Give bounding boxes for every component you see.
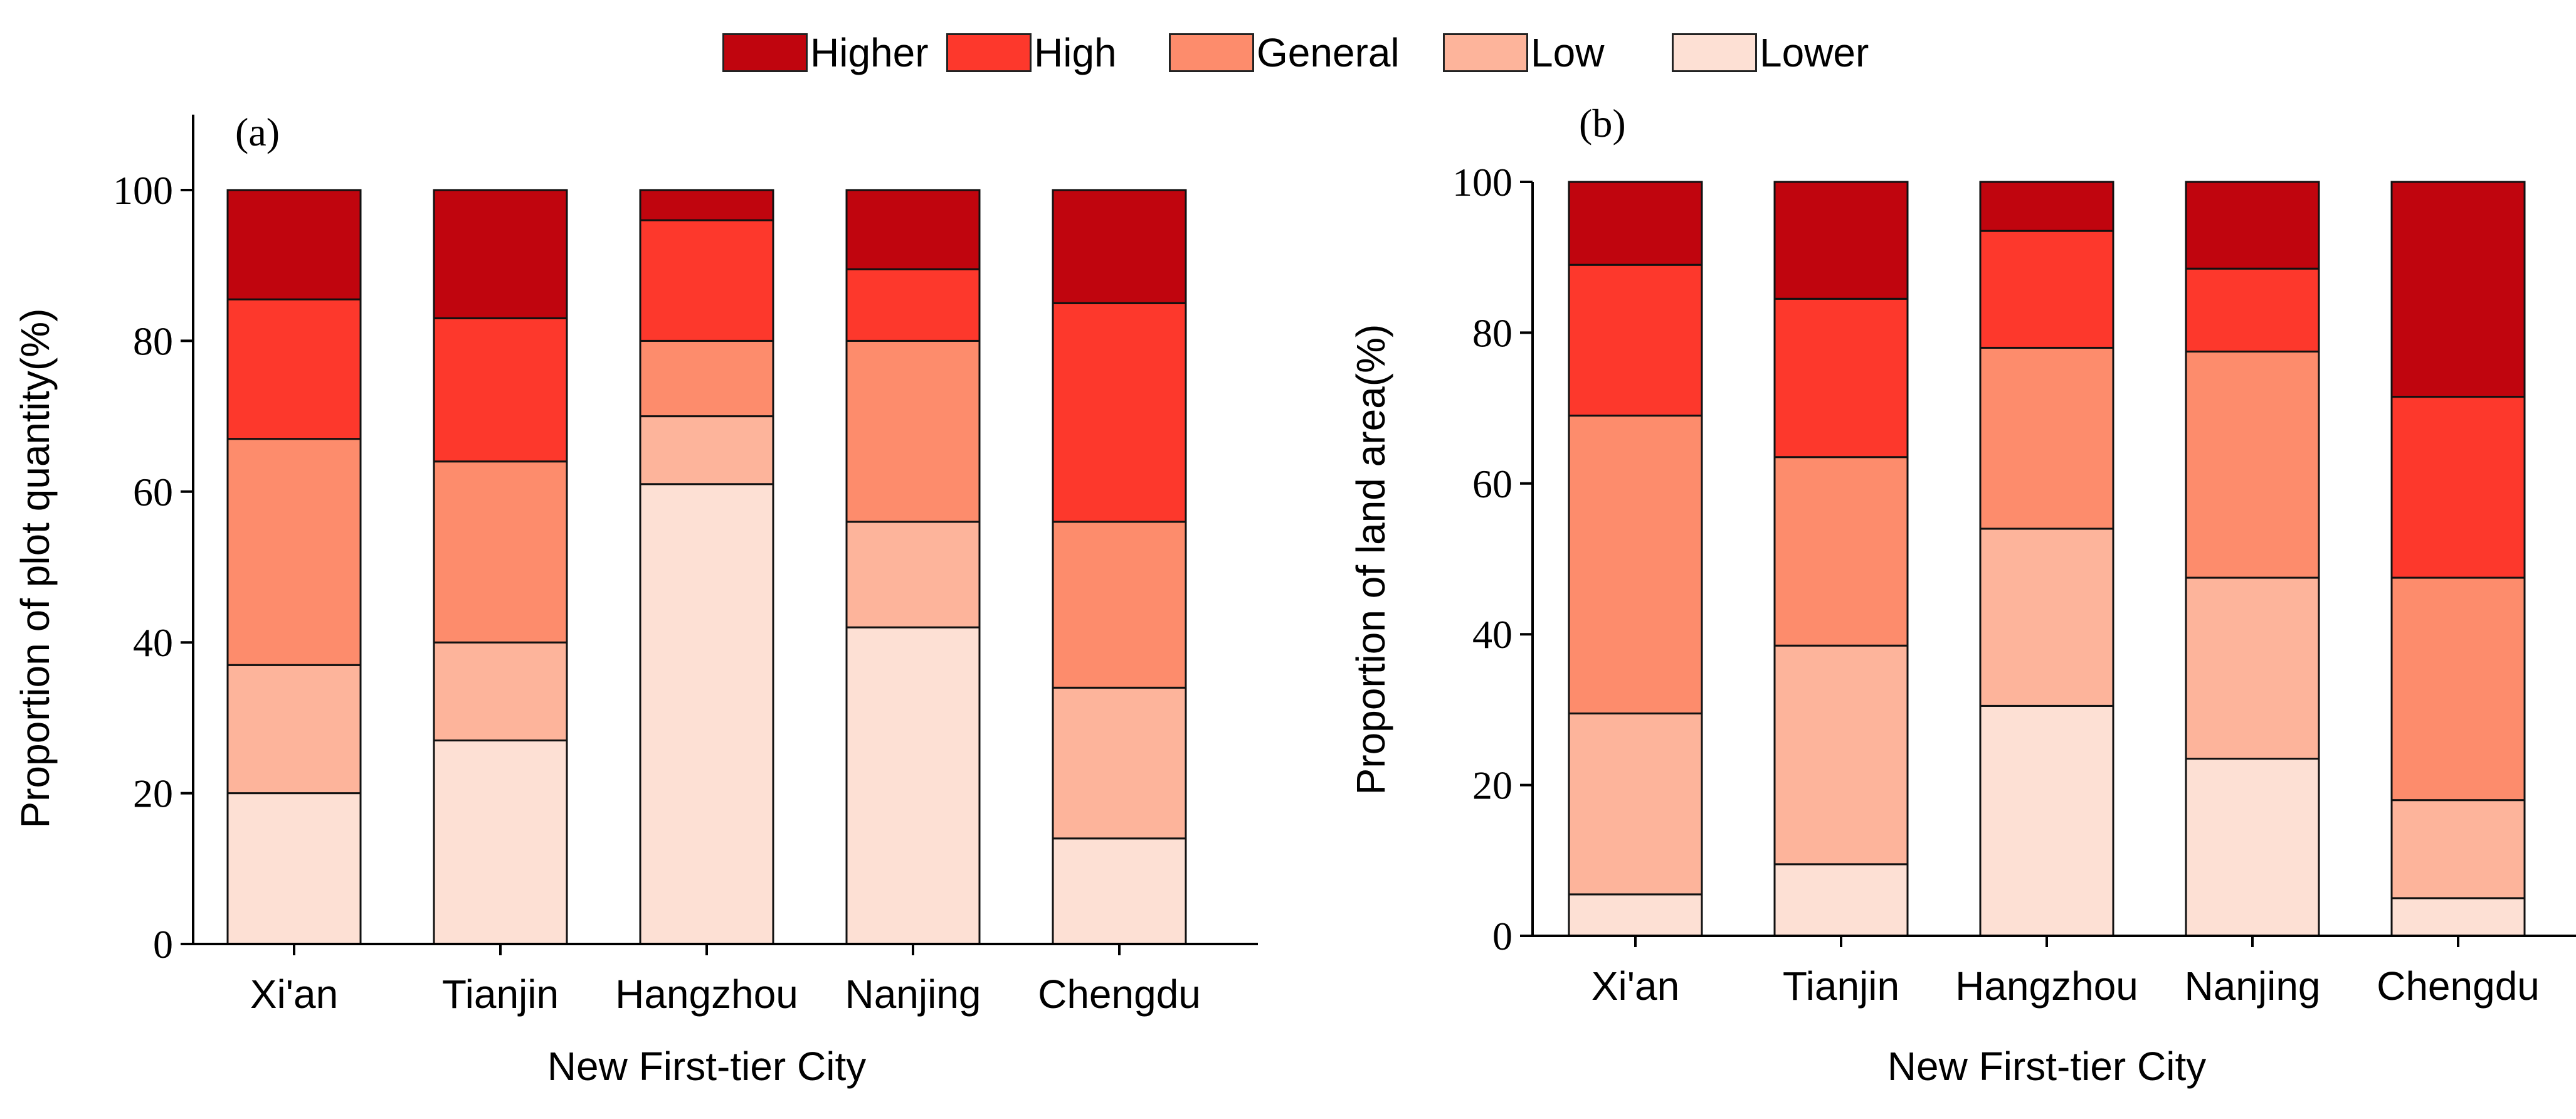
legend-item-general: General — [1169, 33, 1400, 73]
bar-segment-a-hangzhou-general — [639, 339, 774, 418]
bar-segment-b-hangzhou-high — [1979, 230, 2114, 349]
bar-segment-a-nanjing-general — [845, 339, 981, 523]
legend-swatch-lower — [1672, 33, 1757, 72]
bar-segment-b-chengdu-higher — [2390, 181, 2526, 398]
legend-label-higher: Higher — [810, 30, 929, 75]
x-axis-title-a: New First-tier City — [547, 1044, 866, 1089]
y-tick-label-b-100: 100 — [1452, 160, 1512, 204]
legend-swatch-general — [1169, 33, 1254, 72]
x-tick-label-b-xi-an: Xi'an — [1592, 963, 1679, 1009]
y-tick-label-b-0: 0 — [1492, 914, 1512, 958]
bar-segment-b-xi-an-higher — [1568, 181, 1703, 266]
x-tick-label-a-chengdu: Chengdu — [1038, 972, 1201, 1017]
bar-segment-a-tianjin-high — [433, 317, 568, 463]
y-axis-title-b: Proportion of land area(%) — [1348, 324, 1393, 795]
y-tick-label-a-40: 40 — [133, 620, 173, 665]
bar-segment-b-hangzhou-higher — [1979, 181, 2114, 232]
x-tick-label-b-nanjing: Nanjing — [2184, 963, 2320, 1009]
x-tick-label-a-xi-an: Xi'an — [250, 972, 338, 1017]
bar-segment-a-xi-an-lower — [226, 792, 362, 945]
legend-label-low: Low — [1531, 30, 1605, 75]
bar-segment-a-chengdu-lower — [1052, 837, 1187, 945]
y-tick-label-a-20: 20 — [133, 772, 173, 816]
bar-segment-b-xi-an-high — [1568, 263, 1703, 417]
legend-label-general: General — [1257, 30, 1400, 75]
bar-segment-a-tianjin-higher — [433, 189, 568, 319]
y-tick-label-a-80: 80 — [133, 319, 173, 363]
y-tick-label-a-0: 0 — [153, 922, 173, 967]
x-tick-label-b-chengdu: Chengdu — [2377, 963, 2540, 1009]
bar-segment-b-xi-an-low — [1568, 712, 1703, 896]
bar-segment-b-nanjing-low — [2185, 576, 2320, 760]
bar-segment-a-nanjing-high — [845, 268, 981, 342]
bar-segment-a-chengdu-general — [1052, 521, 1187, 689]
legend-swatch-higher — [722, 33, 808, 72]
legend: Higher High General Low Lower — [0, 0, 2576, 94]
bar-segment-b-tianjin-higher — [1773, 181, 1909, 300]
bar-segment-b-xi-an-lower — [1568, 893, 1703, 937]
bar-segment-a-tianjin-lower — [433, 739, 568, 945]
bar-segment-b-chengdu-general — [2390, 576, 2526, 802]
bar-segment-a-hangzhou-high — [639, 219, 774, 342]
x-tick-label-b-tianjin: Tianjin — [1783, 963, 1899, 1009]
bar-segment-a-xi-an-low — [226, 664, 362, 795]
bar-segment-b-nanjing-higher — [2185, 181, 2320, 270]
bar-segment-b-tianjin-high — [1773, 297, 1909, 459]
bar-segment-b-hangzhou-general — [1979, 346, 2114, 530]
x-tick-label-b-hangzhou: Hangzhou — [1955, 963, 2138, 1009]
panel-label-b: (b) — [1579, 101, 1626, 146]
legend-label-lower: Lower — [1760, 30, 1869, 75]
legend-item-lower: Lower — [1672, 33, 1869, 73]
bar-segment-a-xi-an-higher — [226, 189, 362, 300]
bar-segment-b-chengdu-low — [2390, 799, 2526, 899]
bar-segment-a-xi-an-general — [226, 438, 362, 666]
x-axis-title-b: New First-tier City — [1887, 1044, 2206, 1089]
bar-segment-a-nanjing-lower — [845, 626, 981, 945]
bar-segment-a-hangzhou-low — [639, 415, 774, 485]
bar-segment-b-chengdu-lower — [2390, 897, 2526, 937]
bar-segment-a-chengdu-high — [1052, 302, 1187, 523]
y-tick-label-a-60: 60 — [133, 470, 173, 514]
y-tick-label-b-40: 40 — [1472, 612, 1512, 657]
bar-segment-a-hangzhou-higher — [639, 189, 774, 221]
panel-label-a: (a) — [235, 110, 280, 154]
x-tick-label-a-tianjin: Tianjin — [442, 972, 559, 1017]
y-tick-label-a-100: 100 — [113, 168, 173, 213]
chart-panel-a: Xi'an Tianjin Hangzhou Nanjing Chengdu 0 20 40 6… — [13, 110, 1258, 1089]
bar-segment-a-chengdu-higher — [1052, 189, 1187, 304]
bar-segment-a-nanjing-higher — [845, 189, 981, 270]
y-axis-title-a: Proportion of plot quantity(%) — [13, 309, 58, 829]
legend-swatch-low — [1443, 33, 1528, 72]
legend-item-high: High — [946, 33, 1117, 73]
x-tick-label-a-hangzhou: Hangzhou — [615, 972, 798, 1017]
x-tick-label-a-nanjing: Nanjing — [845, 972, 981, 1017]
legend-item-higher: Higher — [722, 33, 929, 73]
y-tick-label-b-80: 80 — [1472, 310, 1512, 355]
bar-segment-a-chengdu-low — [1052, 686, 1187, 840]
y-tick-label-b-60: 60 — [1472, 462, 1512, 506]
bar-segment-a-xi-an-high — [226, 298, 362, 440]
bar-segment-b-xi-an-general — [1568, 415, 1703, 714]
bar-segment-b-hangzhou-low — [1979, 528, 2114, 707]
bar-segment-b-nanjing-lower — [2185, 758, 2320, 937]
legend-item-low: Low — [1443, 33, 1604, 73]
bar-segment-b-hangzhou-lower — [1979, 704, 2114, 937]
bar-segment-a-tianjin-low — [433, 641, 568, 741]
chart-panel-b: Xi'an Tianjin Hangzhou Nanjing Chengdu 0 20 40 6… — [1348, 101, 2576, 1089]
bar-segment-b-tianjin-general — [1773, 456, 1909, 647]
bar-segment-b-tianjin-lower — [1773, 863, 1909, 937]
bar-segment-b-tianjin-low — [1773, 644, 1909, 866]
bar-segment-b-chengdu-high — [2390, 396, 2526, 579]
legend-swatch-high — [946, 33, 1032, 72]
legend-label-high: High — [1034, 30, 1117, 75]
bar-segment-a-tianjin-general — [433, 460, 568, 644]
bar-segment-b-nanjing-general — [2185, 350, 2320, 579]
bar-segment-b-nanjing-high — [2185, 267, 2320, 353]
bar-segment-a-nanjing-low — [845, 521, 981, 628]
bar-segment-a-hangzhou-lower — [639, 483, 774, 945]
y-tick-label-b-20: 20 — [1472, 763, 1512, 808]
